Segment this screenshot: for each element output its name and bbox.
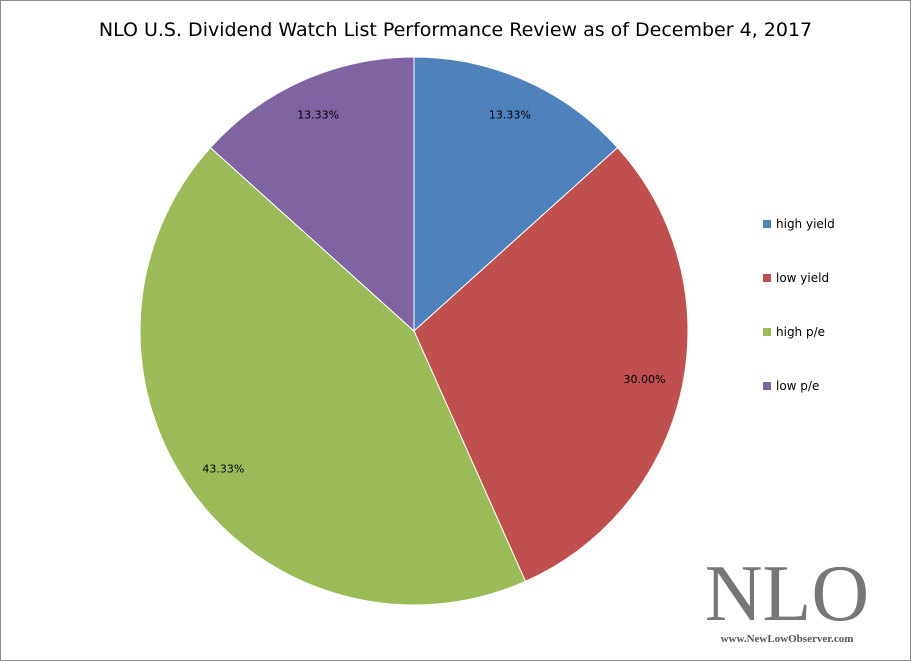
- chart-title: NLO U.S. Dividend Watch List Performance…: [98, 19, 813, 41]
- watermark-url-text: www.NewLowObserver.com: [720, 633, 854, 645]
- legend-label-low-yield: low yield: [776, 271, 830, 285]
- pie-slice-high-p-e: [139, 146, 527, 606]
- legend-item-low-yield: low yield: [763, 269, 835, 287]
- pie-slice-low-yield: [413, 146, 689, 582]
- data-label-low-yield: 30.00%: [624, 373, 666, 386]
- legend-swatch-high-pe: [763, 328, 771, 336]
- legend-item-low-pe: low p/e: [763, 377, 835, 395]
- watermark-main-text: NLO: [704, 550, 870, 638]
- data-label-high-p-e: 43.33%: [202, 462, 244, 475]
- legend-swatch-low-pe: [763, 382, 771, 390]
- legend-label-high-pe: high p/e: [776, 325, 826, 339]
- pie-data-labels: 13.33% 30.00% 43.33% 13.33%: [202, 109, 665, 476]
- pie-slices: [139, 56, 689, 606]
- legend-item-high-pe: high p/e: [763, 323, 835, 341]
- chart-legend: high yield low yield high p/e low p/e: [763, 215, 835, 431]
- pie-slice-high-yield: [413, 56, 619, 333]
- pie-slice-low-p-e: [209, 56, 415, 333]
- legend-label-low-pe: low p/e: [776, 379, 820, 393]
- data-label-high-yield: 13.33%: [489, 109, 531, 122]
- legend-swatch-high-yield: [763, 220, 771, 228]
- nlo-watermark-logo: NLO www.NewLowObserver.com: [701, 550, 873, 645]
- legend-label-high-yield: high yield: [776, 217, 835, 231]
- data-label-low-p-e: 13.33%: [297, 109, 339, 122]
- legend-item-high-yield: high yield: [763, 215, 835, 233]
- legend-swatch-low-yield: [763, 274, 771, 282]
